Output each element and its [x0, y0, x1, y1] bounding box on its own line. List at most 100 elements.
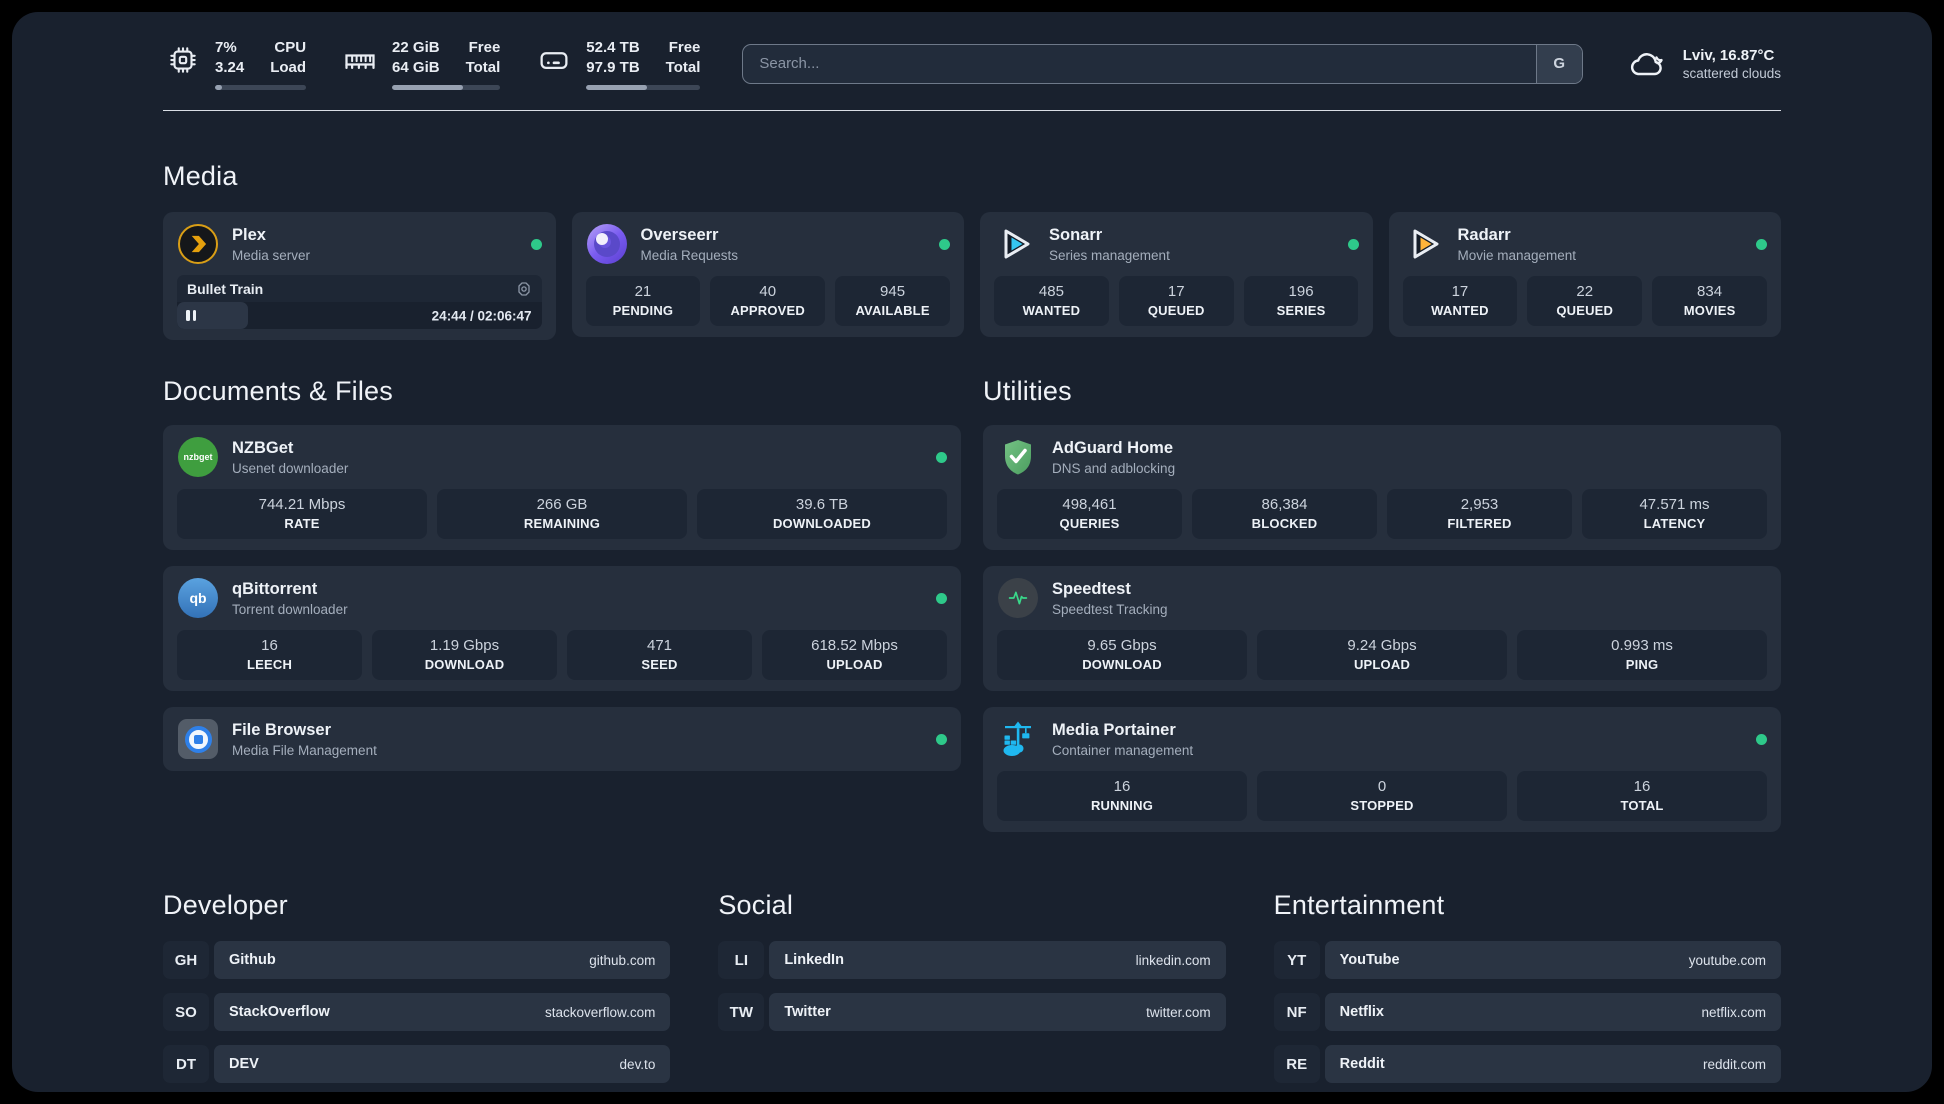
status-dot: [1756, 238, 1767, 250]
bookmarks-developer: Developer GH Github github.com SO StackO…: [163, 890, 671, 1083]
cpu-progress-bar: [215, 84, 307, 90]
search-input[interactable]: [743, 44, 1536, 83]
stat-download: 9.65 Gbps DOWNLOAD: [997, 630, 1247, 680]
search-bar[interactable]: G: [742, 43, 1583, 84]
stat-upload: 9.24 Gbps UPLOAD: [1257, 630, 1507, 680]
pause-icon[interactable]: [186, 310, 196, 321]
status-dot: [936, 592, 947, 604]
storage-icon: [534, 40, 574, 80]
search-engine-button[interactable]: G: [1535, 44, 1582, 83]
bookmark-name: StackOverflow: [229, 1004, 330, 1020]
playback-progress-fill: [177, 302, 249, 329]
bookmark-stackoverflow[interactable]: SO StackOverflow stackoverflow.com: [163, 993, 671, 1031]
stat-ping: 0.993 ms PING: [1517, 630, 1767, 680]
bookmark-abbr: LI: [718, 941, 765, 979]
memory-stat: 22 GiB 64 GiB Free Total: [340, 38, 501, 90]
stat-total: 16 TOTAL: [1517, 771, 1767, 821]
app-card-plex[interactable]: Plex Media server Bullet Train: [163, 212, 556, 340]
stat-seed: 471 SEED: [567, 630, 752, 680]
playback-progress[interactable]: 24:44 / 02:06:47: [177, 302, 542, 329]
section-title-media: Media: [163, 161, 238, 191]
app-card-filebrowser[interactable]: File Browser Media File Management: [163, 707, 961, 771]
app-card-radarr[interactable]: Radarr Movie management 17 WANTED 22 QUEUE…: [1388, 212, 1781, 337]
plex-now-playing: Bullet Train 24:44 / 02:06:47: [177, 275, 542, 329]
stat-latency: 47.571 ms LATENCY: [1582, 489, 1767, 539]
bookmark-name: Netflix: [1339, 1004, 1384, 1020]
app-name: NZBGet: [232, 438, 294, 457]
adguard-icon: [997, 436, 1039, 478]
app-card-speedtest[interactable]: Speedtest Speedtest Tracking 9.65 Gbps DO…: [983, 566, 1781, 691]
status-dot: [1756, 733, 1767, 745]
bookmark-url: twitter.com: [1146, 1004, 1211, 1020]
section-title-developer: Developer: [163, 890, 288, 920]
weather-widget: Lviv, 16.87°C scattered clouds: [1625, 44, 1781, 84]
memory-progress-bar: [392, 84, 501, 90]
filebrowser-icon: [177, 718, 219, 760]
app-name: Sonarr: [1049, 225, 1103, 244]
radarr-icon: [1403, 223, 1445, 265]
stat-leech: 16 LEECH: [177, 630, 362, 680]
bookmark-abbr: YT: [1273, 941, 1320, 979]
cpu-labels: CPU Load: [270, 39, 307, 77]
app-name: Plex: [232, 225, 266, 244]
session-settings-icon[interactable]: [516, 281, 532, 297]
speedtest-icon: [997, 577, 1039, 619]
overseerr-icon: [586, 223, 628, 265]
bookmark-github[interactable]: GH Github github.com: [163, 941, 671, 979]
system-resources: 7% 3.24 CPU Load: [163, 38, 701, 90]
status-dot: [936, 733, 947, 745]
cpu-stat: 7% 3.24 CPU Load: [163, 38, 307, 90]
bookmark-twitter[interactable]: TW Twitter twitter.com: [718, 993, 1226, 1031]
stat-remaining: 266 GB REMAINING: [437, 489, 687, 539]
bookmark-url: dev.to: [619, 1056, 656, 1072]
dashboard: 7% 3.24 CPU Load: [12, 12, 1932, 1092]
now-playing-row: Bullet Train: [177, 275, 542, 302]
stat-pending: 21 PENDING: [585, 276, 701, 326]
stat-available: 945 AVAILABLE: [835, 276, 950, 326]
app-card-portainer[interactable]: Media Portainer Container management 16 R…: [983, 707, 1781, 832]
app-card-overseerr[interactable]: Overseerr Media Requests 21 PENDING 40 APP…: [571, 212, 964, 337]
stat-download: 1.19 Gbps DOWNLOAD: [372, 630, 557, 680]
cloud-icon: [1625, 44, 1669, 84]
app-card-adguard[interactable]: AdGuard Home DNS and adblocking 498,461 Q…: [983, 425, 1781, 550]
bookmark-reddit[interactable]: RE Reddit reddit.com: [1273, 1045, 1781, 1083]
bookmark-linkedin[interactable]: LI LinkedIn linkedin.com: [718, 941, 1226, 979]
topbar-divider: [163, 109, 1781, 111]
bookmark-url: reddit.com: [1702, 1056, 1766, 1072]
cpu-values: 7% 3.24: [215, 39, 245, 77]
qbittorrent-icon: qb: [177, 577, 219, 619]
app-desc: Media server: [232, 247, 311, 263]
section-title-entertainment: Entertainment: [1273, 890, 1445, 920]
app-desc: Container management: [1052, 742, 1194, 758]
utilities-column: Utilities: [983, 376, 1781, 832]
playback-time: 24:44 / 02:06:47: [431, 308, 532, 323]
sonarr-icon: [994, 223, 1036, 265]
app-name: Speedtest: [1052, 579, 1131, 598]
stat-wanted: 485 WANTED: [994, 276, 1109, 326]
app-card-sonarr[interactable]: Sonarr Series management 485 WANTED 17 QUE…: [980, 212, 1373, 337]
storage-stat: 52.4 TB 97.9 TB Free Total: [534, 38, 701, 90]
track-title: Bullet Train: [187, 281, 264, 297]
memory-values: 22 GiB 64 GiB: [392, 39, 440, 77]
bookmark-netflix[interactable]: NF Netflix netflix.com: [1273, 993, 1781, 1031]
bookmark-youtube[interactable]: YT YouTube youtube.com: [1273, 941, 1781, 979]
bookmark-name: Github: [229, 952, 276, 968]
bookmark-abbr: GH: [163, 941, 209, 979]
status-dot: [530, 238, 542, 250]
bookmark-name: YouTube: [1339, 952, 1400, 968]
cpu-icon: [163, 40, 203, 80]
documents-column: Documents & Files nzbget NZBGet Usenet d…: [163, 376, 961, 771]
section-title-utilities: Utilities: [983, 376, 1072, 406]
memory-icon: [340, 40, 380, 80]
bookmark-abbr: DT: [163, 1045, 209, 1083]
memory-labels: Free Total: [465, 39, 501, 77]
stat-downloaded: 39.6 TB DOWNLOADED: [697, 489, 947, 539]
portainer-icon: [997, 718, 1039, 760]
stat-wanted: 17 WANTED: [1402, 276, 1518, 326]
app-name: File Browser: [232, 720, 332, 739]
bookmark-dev[interactable]: DT DEV dev.to: [163, 1045, 671, 1083]
app-card-qbittorrent[interactable]: qb qBittorrent Torrent downloader 16 LEEC…: [163, 566, 961, 691]
app-card-nzbget[interactable]: nzbget NZBGet Usenet downloader 744.21 M…: [163, 425, 961, 550]
app-desc: Media File Management: [232, 742, 377, 758]
stat-approved: 40 APPROVED: [710, 276, 826, 326]
